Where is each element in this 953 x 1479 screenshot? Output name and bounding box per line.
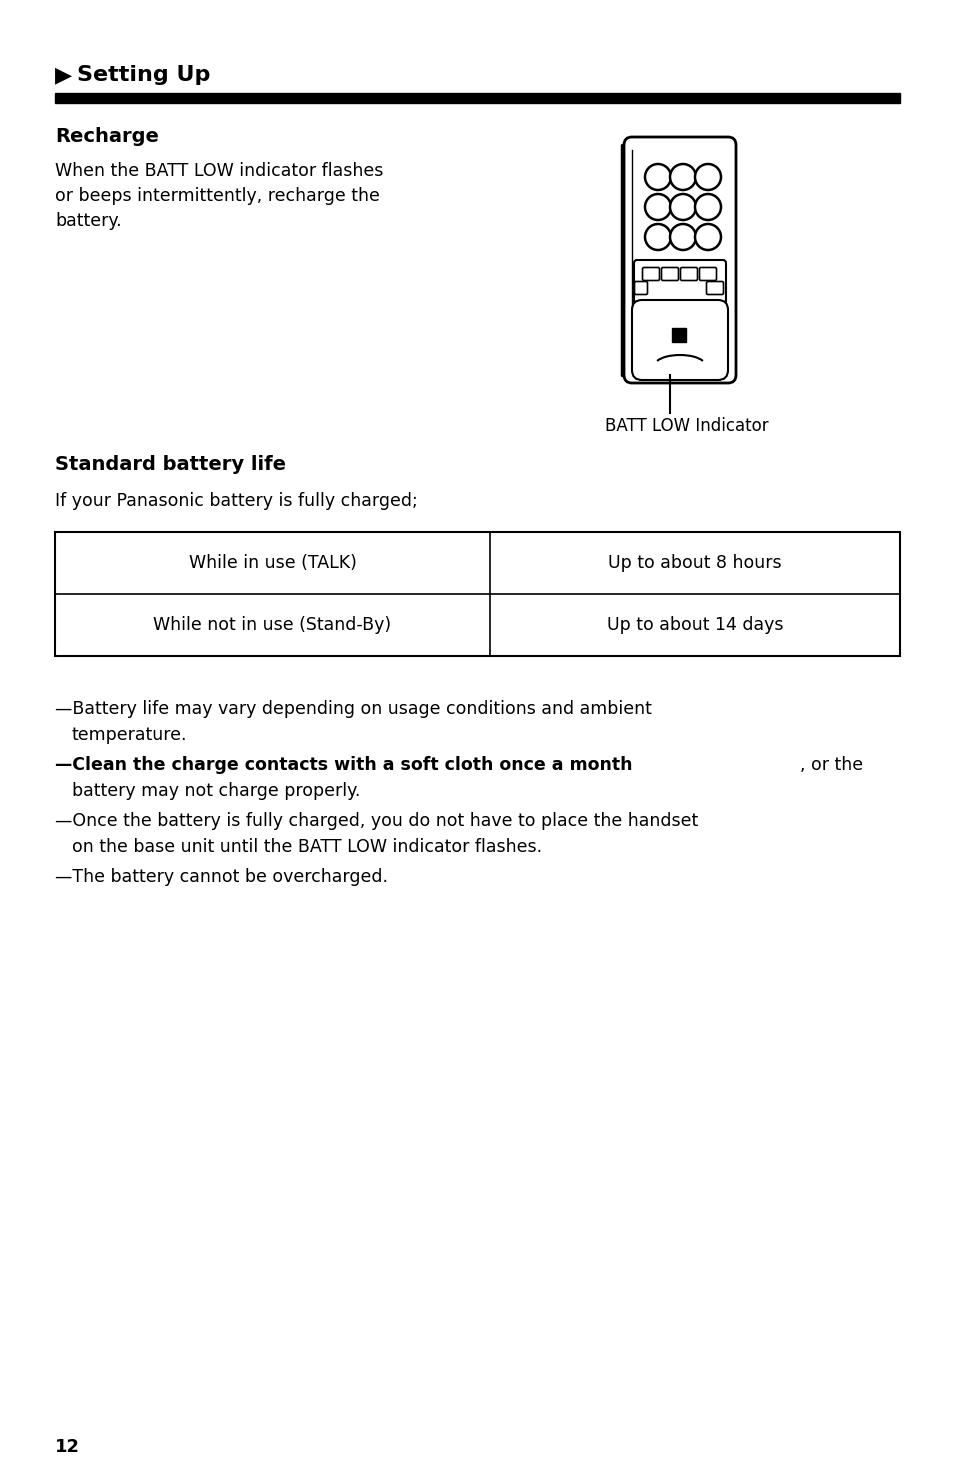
Text: on the base unit until the BATT LOW indicator flashes.: on the base unit until the BATT LOW indi… (71, 839, 541, 856)
FancyBboxPatch shape (631, 300, 727, 380)
Text: ▶: ▶ (55, 65, 72, 84)
Text: , or the: , or the (800, 756, 862, 774)
FancyBboxPatch shape (679, 268, 697, 281)
Text: battery may not charge properly.: battery may not charge properly. (71, 782, 360, 800)
Circle shape (695, 223, 720, 250)
Text: Setting Up: Setting Up (77, 65, 211, 84)
Circle shape (644, 164, 670, 189)
Bar (55, 532, 899, 657)
FancyBboxPatch shape (641, 268, 659, 281)
FancyBboxPatch shape (660, 268, 678, 281)
FancyBboxPatch shape (623, 138, 735, 383)
Text: —Once the battery is fully charged, you do not have to place the handset: —Once the battery is fully charged, you … (55, 812, 698, 830)
Circle shape (669, 164, 696, 189)
Circle shape (644, 194, 670, 220)
Text: When the BATT LOW indicator flashes: When the BATT LOW indicator flashes (55, 163, 383, 180)
Text: 12: 12 (55, 1438, 80, 1455)
FancyBboxPatch shape (706, 281, 722, 294)
Text: Recharge: Recharge (55, 127, 159, 146)
Text: Up to about 8 hours: Up to about 8 hours (608, 555, 781, 572)
Text: While not in use (Stand-By): While not in use (Stand-By) (153, 615, 391, 634)
FancyBboxPatch shape (634, 260, 725, 305)
Text: While in use (TALK): While in use (TALK) (189, 555, 356, 572)
Text: battery.: battery. (55, 211, 121, 231)
Text: or beeps intermittently, recharge the: or beeps intermittently, recharge the (55, 186, 379, 206)
FancyBboxPatch shape (634, 281, 647, 294)
Text: —Battery life may vary depending on usage conditions and ambient: —Battery life may vary depending on usag… (55, 700, 651, 717)
Circle shape (644, 223, 670, 250)
Text: BATT LOW Indicator: BATT LOW Indicator (604, 417, 768, 435)
Circle shape (669, 223, 696, 250)
Bar (671, 328, 685, 342)
Text: —Clean the charge contacts with a soft cloth once a month: —Clean the charge contacts with a soft c… (55, 756, 632, 774)
Bar (55, 93, 899, 104)
Text: Standard battery life: Standard battery life (55, 456, 286, 473)
Text: —The battery cannot be overcharged.: —The battery cannot be overcharged. (55, 868, 388, 886)
Text: temperature.: temperature. (71, 726, 188, 744)
Text: Up to about 14 days: Up to about 14 days (606, 615, 782, 634)
Circle shape (695, 164, 720, 189)
Circle shape (669, 194, 696, 220)
Circle shape (695, 194, 720, 220)
FancyBboxPatch shape (699, 268, 716, 281)
Text: If your Panasonic battery is fully charged;: If your Panasonic battery is fully charg… (55, 493, 417, 510)
